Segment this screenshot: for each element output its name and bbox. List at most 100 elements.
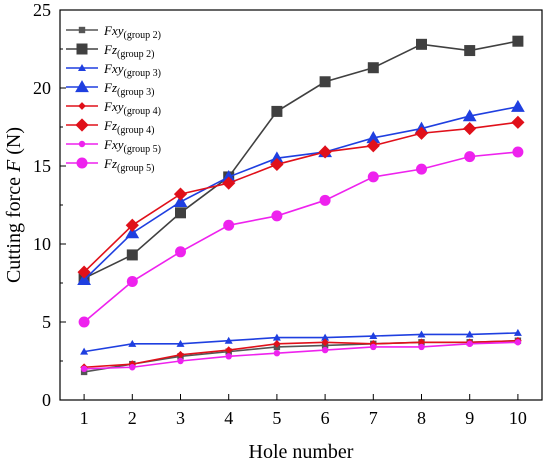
data-point bbox=[175, 207, 186, 219]
data-point bbox=[225, 353, 232, 360]
data-point bbox=[512, 35, 524, 47]
data-point bbox=[370, 343, 377, 351]
data-point bbox=[176, 339, 185, 347]
series-line bbox=[84, 341, 518, 370]
data-point bbox=[465, 330, 474, 338]
legend-marker bbox=[75, 118, 89, 132]
x-tick-label: 9 bbox=[465, 408, 474, 428]
x-tick-label: 2 bbox=[128, 408, 137, 428]
y-tick-label: 5 bbox=[42, 312, 51, 332]
series-line bbox=[84, 339, 518, 369]
legend-label: Fxy(group 4) bbox=[103, 99, 161, 117]
legend-entry: Fz(group 2) bbox=[66, 42, 155, 60]
x-tick-label: 5 bbox=[272, 408, 281, 428]
data-point bbox=[417, 338, 426, 347]
data-point bbox=[224, 346, 233, 354]
data-point bbox=[224, 336, 233, 344]
legend-label: Fz(group 4) bbox=[103, 118, 155, 136]
data-point bbox=[125, 226, 140, 239]
legend-marker bbox=[78, 140, 86, 148]
x-tick-label: 3 bbox=[176, 408, 185, 428]
data-point bbox=[176, 350, 185, 359]
y-axis-title-unit: (N) bbox=[3, 127, 25, 160]
x-tick-label: 6 bbox=[321, 408, 330, 428]
data-point bbox=[464, 151, 476, 163]
data-point bbox=[272, 333, 281, 341]
data-point bbox=[466, 340, 473, 348]
data-point bbox=[366, 139, 380, 153]
data-point bbox=[321, 333, 330, 341]
x-tick-label: 1 bbox=[80, 408, 89, 428]
legend-marker bbox=[76, 43, 88, 55]
data-point bbox=[318, 145, 332, 159]
data-point bbox=[511, 99, 525, 112]
data-point bbox=[366, 131, 381, 144]
y-axis-title-main: Cutting force bbox=[3, 172, 25, 283]
legend-label: Fz(group 3) bbox=[103, 80, 155, 98]
data-point bbox=[271, 210, 283, 222]
plot-area bbox=[77, 35, 525, 376]
data-point bbox=[513, 328, 522, 336]
series-line bbox=[83, 151, 518, 323]
legend-label: Fxy(group 2) bbox=[103, 23, 161, 41]
data-point bbox=[512, 146, 524, 158]
x-tick-label: 10 bbox=[509, 408, 527, 428]
data-point bbox=[126, 249, 138, 261]
data-point bbox=[464, 45, 476, 57]
legend-label: Fz(group 2) bbox=[103, 42, 155, 60]
x-tick-label: 4 bbox=[224, 408, 233, 428]
y-tick-label: 15 bbox=[33, 156, 51, 176]
legend-marker bbox=[76, 157, 88, 169]
data-point bbox=[77, 273, 91, 286]
legend-marker bbox=[75, 80, 89, 93]
series-fz-group-4 bbox=[77, 115, 525, 279]
x-tick-label: 8 bbox=[417, 408, 426, 428]
data-point bbox=[78, 316, 90, 328]
data-point bbox=[125, 218, 139, 232]
legend-entry: Fxy(group 5) bbox=[66, 137, 161, 155]
data-point bbox=[126, 275, 138, 287]
data-point bbox=[463, 121, 477, 136]
legend-entry: Fz(group 5) bbox=[66, 156, 155, 174]
data-point bbox=[270, 157, 284, 172]
data-point bbox=[418, 343, 425, 351]
data-point bbox=[511, 115, 525, 129]
legend-label: Fz(group 5) bbox=[103, 156, 155, 174]
data-point bbox=[223, 219, 235, 231]
data-point bbox=[462, 109, 477, 122]
legend-entry: Fxy(group 4) bbox=[66, 99, 161, 117]
legend-entry: Fxy(group 3) bbox=[66, 61, 161, 79]
y-tick-label: 25 bbox=[33, 0, 51, 20]
data-point bbox=[319, 194, 331, 206]
legend-label: Fxy(group 3) bbox=[103, 61, 161, 79]
data-point bbox=[128, 339, 137, 347]
data-point bbox=[222, 176, 236, 190]
y-tick-label: 20 bbox=[33, 78, 51, 98]
data-point bbox=[221, 170, 236, 183]
data-point bbox=[416, 38, 427, 50]
data-point bbox=[417, 330, 426, 338]
series-line bbox=[83, 40, 519, 280]
data-point bbox=[369, 332, 378, 340]
data-point bbox=[177, 357, 184, 365]
data-point bbox=[270, 151, 284, 164]
data-point bbox=[80, 347, 89, 355]
data-point bbox=[273, 350, 281, 357]
data-point bbox=[416, 163, 427, 175]
x-tick-label: 7 bbox=[369, 408, 378, 428]
legend-entry: Fz(group 3) bbox=[66, 80, 155, 98]
data-point bbox=[273, 340, 281, 348]
legend-entry: Fz(group 4) bbox=[66, 118, 155, 136]
data-point bbox=[173, 187, 188, 201]
series-fz-group-5 bbox=[78, 146, 524, 328]
legend-marker bbox=[78, 102, 86, 110]
legend-label: Fxy(group 5) bbox=[103, 137, 161, 155]
series-line bbox=[83, 332, 518, 353]
data-point bbox=[77, 265, 91, 279]
y-tick-label: 0 bbox=[42, 390, 51, 410]
x-axis-title: Hole number bbox=[249, 441, 354, 463]
legend-marker bbox=[78, 26, 86, 34]
y-tick-label: 10 bbox=[33, 234, 51, 254]
data-point bbox=[321, 346, 329, 354]
